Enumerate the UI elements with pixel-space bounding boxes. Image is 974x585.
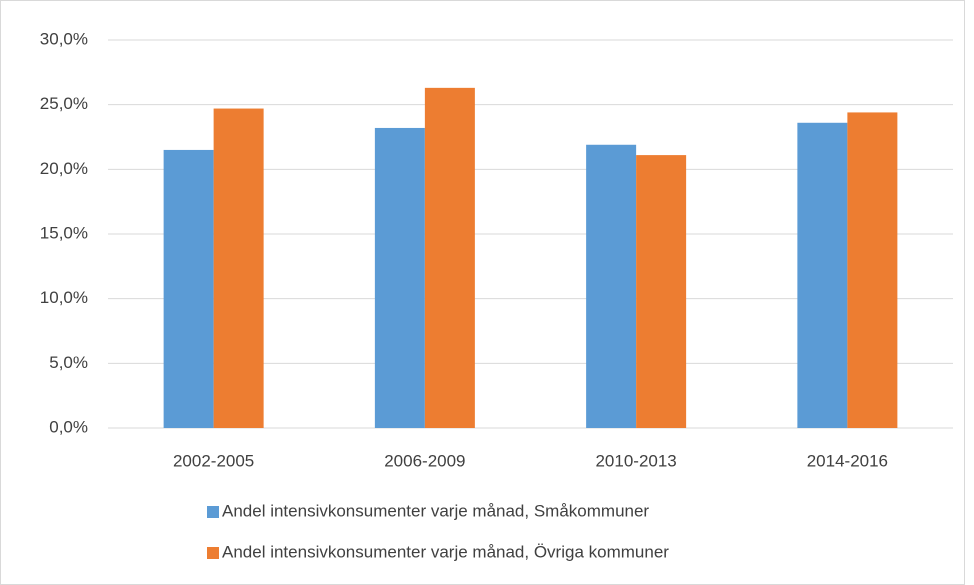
- legend-label: Andel intensivkonsumenter varje månad, S…: [222, 501, 649, 520]
- x-tick-label: 2014-2016: [807, 451, 888, 470]
- x-tick-label: 2010-2013: [595, 451, 676, 470]
- bar: [163, 149, 214, 428]
- bar: [847, 112, 898, 428]
- legend-label: Andel intensivkonsumenter varje månad, Ö…: [222, 542, 669, 561]
- legend-swatch: [207, 506, 219, 518]
- bar: [424, 87, 475, 428]
- bar: [636, 155, 687, 428]
- bar: [797, 122, 848, 429]
- legend-swatch: [207, 547, 219, 559]
- y-tick-label: 0,0%: [49, 417, 88, 436]
- bar: [213, 108, 264, 429]
- y-tick-label: 15,0%: [40, 223, 88, 242]
- y-tick-label: 30,0%: [40, 29, 88, 48]
- bar: [374, 127, 425, 429]
- y-tick-label: 5,0%: [49, 353, 88, 372]
- x-tick-label: 2002-2005: [173, 451, 254, 470]
- y-tick-label: 25,0%: [40, 94, 88, 113]
- y-tick-label: 20,0%: [40, 159, 88, 178]
- y-tick-label: 10,0%: [40, 288, 88, 307]
- bar: [586, 144, 637, 428]
- x-tick-label: 2006-2009: [384, 451, 465, 470]
